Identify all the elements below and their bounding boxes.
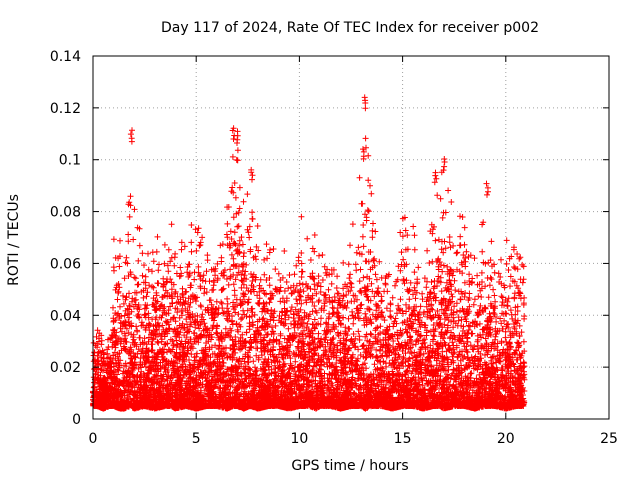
x-axis-label: GPS time / hours <box>291 458 408 474</box>
grid-layer <box>93 56 609 419</box>
x-tick-label: 5 <box>192 431 201 447</box>
y-tick-label: 0.08 <box>50 205 81 221</box>
x-tick-label: 20 <box>497 431 515 447</box>
x-tick-label: 25 <box>600 431 618 447</box>
axis-ticks <box>92 55 610 420</box>
x-tick-label: 10 <box>290 431 308 447</box>
y-tick-label: 0.04 <box>50 308 81 324</box>
y-tick-labels: 0 0.02 0.04 0.06 0.08 0.1 0.12 0.14 <box>50 49 81 428</box>
x-tick-labels: 0 5 10 15 20 25 <box>89 431 618 447</box>
y-axis-label: ROTI / TECUs <box>6 194 22 286</box>
y-tick-label: 0 <box>72 412 81 428</box>
y-tick-label: 0.02 <box>50 360 81 376</box>
data-points <box>90 94 528 412</box>
chart-title: Day 117 of 2024, Rate Of TEC Index for r… <box>161 20 539 36</box>
x-tick-label: 15 <box>394 431 412 447</box>
y-tick-label: 0.14 <box>50 49 81 65</box>
plot-frame <box>92 55 610 420</box>
y-tick-label: 0.12 <box>50 101 81 117</box>
y-tick-label: 0.1 <box>59 153 81 169</box>
roti-plus-markers <box>90 94 528 412</box>
y-tick-label: 0.06 <box>50 256 81 272</box>
x-tick-label: 0 <box>89 431 98 447</box>
